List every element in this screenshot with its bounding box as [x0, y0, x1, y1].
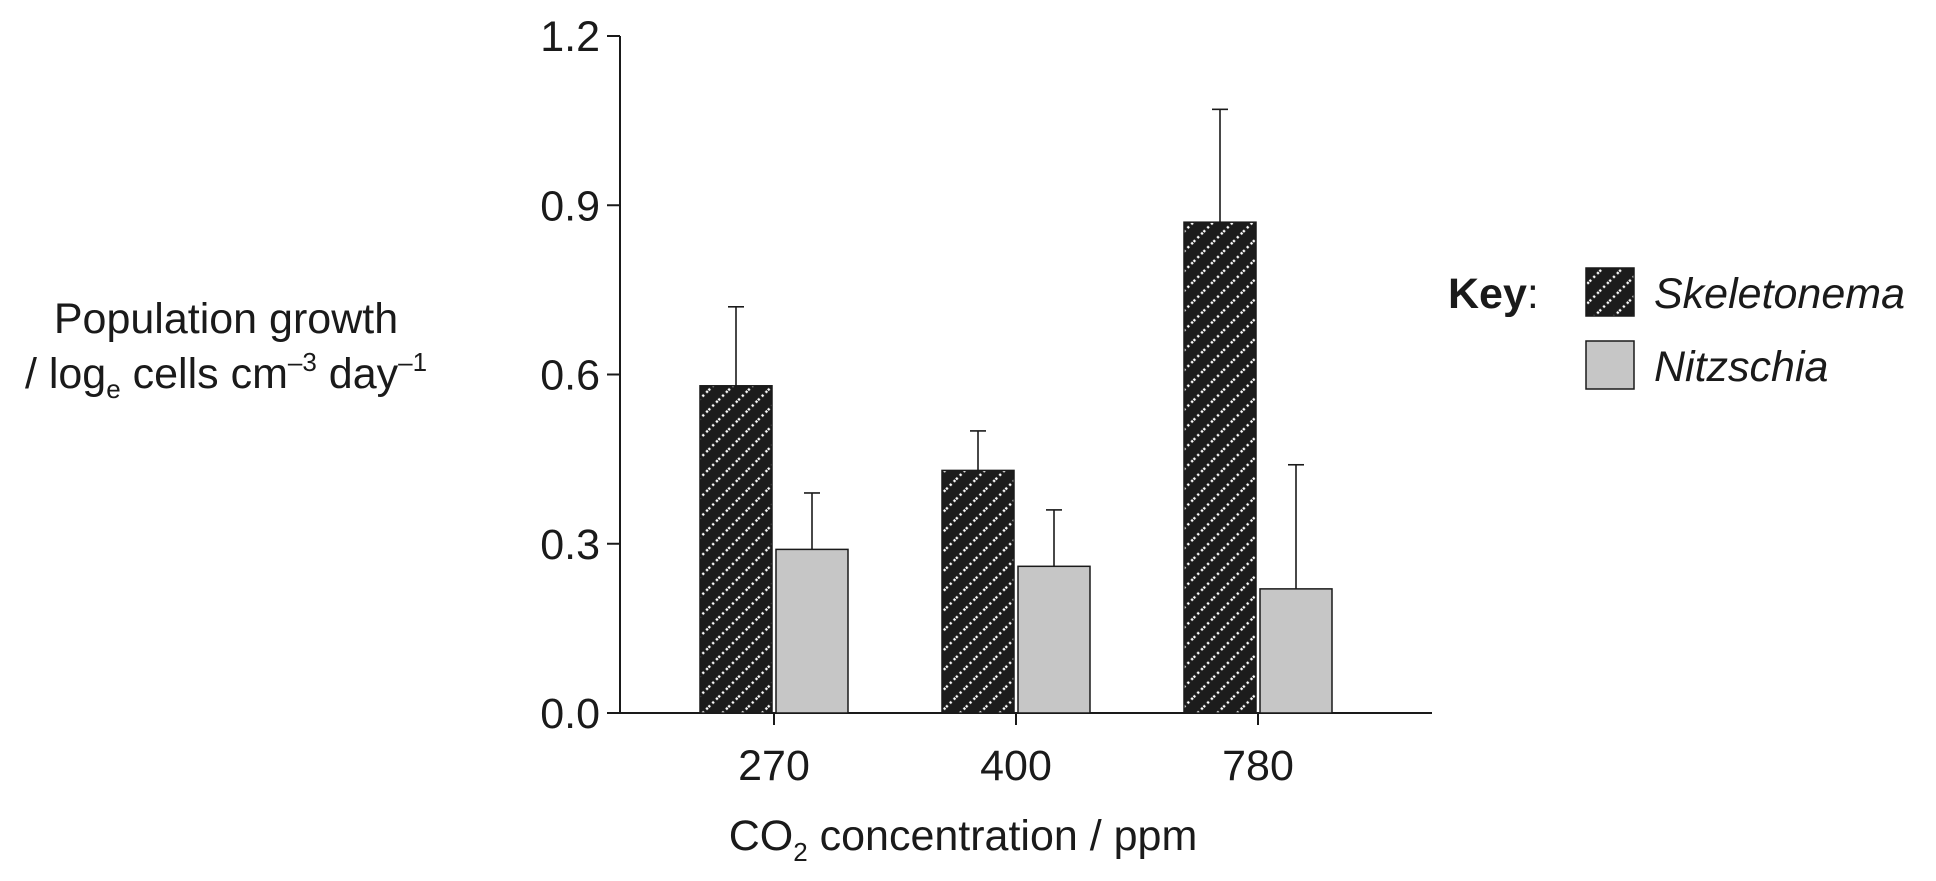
legend-key-word: Key — [1448, 270, 1527, 318]
y-axis-title-sup1: –3 — [288, 347, 317, 377]
legend-swatch-nitzschia — [1585, 340, 1635, 390]
y-axis-title-line2: / loge cells cm–3 day–1 — [25, 347, 427, 404]
error-bars-group — [728, 108, 1304, 589]
y-axis-title-sub: e — [106, 374, 120, 404]
legend-key-title: Key: — [1448, 270, 1539, 318]
legend-swatch-skeletonema — [1585, 267, 1635, 317]
x-axis-title-part1: CO — [729, 812, 794, 860]
y-axis-ticks: 0.0 0.3 0.6 0.9 1.2 — [540, 13, 620, 738]
y-tick-label: 0.3 — [540, 521, 600, 569]
y-tick-label: 0.9 — [540, 182, 600, 230]
y-tick-label: 0.0 — [540, 690, 600, 738]
x-tick-label-780: 780 — [1222, 742, 1294, 790]
x-axis-title-sub: 2 — [793, 837, 807, 867]
y-axis-title-part1: / log — [25, 350, 106, 398]
y-tick-label: 1.2 — [540, 13, 600, 61]
bar-nitzschia-270 — [775, 548, 849, 714]
bar-skeletonema-270 — [699, 385, 773, 714]
bar-skeletonema-780 — [1183, 221, 1257, 714]
bar-nitzschia-780 — [1259, 588, 1333, 714]
bars-group — [699, 221, 1333, 714]
x-tick-label-400: 400 — [980, 742, 1052, 790]
x-axis-title: CO2 concentration / ppm — [729, 812, 1198, 867]
x-axis-tick-labels: 270 400 780 — [738, 713, 1294, 790]
y-axis-title-line1: Population growth — [54, 295, 398, 343]
bar-skeletonema-400 — [941, 469, 1015, 714]
legend: Key: Skeletonema Nitzschia — [1448, 267, 1905, 391]
legend-label-skeletonema: Skeletonema — [1654, 270, 1905, 318]
legend-label-nitzschia: Nitzschia — [1654, 343, 1828, 391]
y-axis-title-part3: day — [317, 350, 399, 398]
y-tick-label: 0.6 — [540, 352, 600, 400]
y-axis-title-part2: cells cm — [121, 350, 288, 398]
legend-key-colon: : — [1527, 270, 1539, 318]
x-tick-label-270: 270 — [738, 742, 810, 790]
x-axis-title-part2: concentration / ppm — [808, 812, 1198, 860]
y-axis-title-sup2: –1 — [398, 347, 427, 377]
bar-nitzschia-400 — [1017, 565, 1091, 714]
